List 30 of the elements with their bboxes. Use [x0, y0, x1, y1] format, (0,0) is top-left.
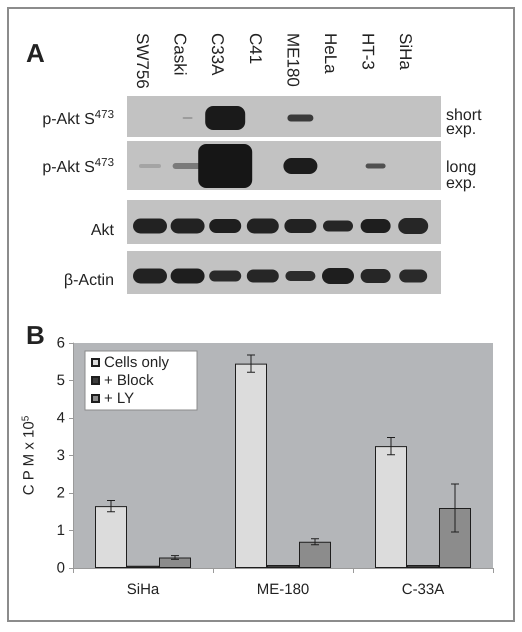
- y-tick-label: 5: [56, 372, 65, 389]
- x-tick-label: ME-180: [256, 581, 310, 598]
- text: C41: [246, 33, 266, 64]
- text: SW756: [134, 33, 152, 89]
- y-tick-label: 6: [56, 334, 65, 352]
- text: HT-3: [359, 33, 378, 70]
- text: Caski: [171, 33, 190, 76]
- y-tick-label: 2: [56, 484, 65, 502]
- y-tick-label: 1: [56, 522, 65, 539]
- text: p-Akt S$^{473}$: [42, 157, 114, 176]
- y-tick-label: 4: [56, 410, 65, 426]
- text: B: [26, 320, 45, 350]
- y-tick-label: 3: [56, 447, 65, 464]
- text: SiHa: [396, 33, 416, 70]
- text: β-Actin: [64, 272, 114, 289]
- text: long exp.: [446, 159, 476, 192]
- y-axis-title: C P M x 105: [20, 415, 38, 496]
- y-tick-label: 0: [56, 560, 65, 576]
- text: short exp.: [446, 107, 482, 138]
- text: p-Akt S$^{473}$: [42, 109, 114, 128]
- x-tick-label: C-33A: [402, 581, 444, 598]
- text: Akt: [90, 222, 115, 239]
- text: HeLa: [322, 33, 340, 74]
- legend-label: Cells only: [104, 354, 170, 371]
- x-tick-label: SiHa: [126, 581, 160, 598]
- legend-label: + Block: [104, 372, 154, 389]
- text: ME180: [284, 33, 303, 87]
- legend-label: + LY: [104, 390, 134, 407]
- text: A: [26, 38, 45, 68]
- text: C33A: [208, 33, 228, 76]
